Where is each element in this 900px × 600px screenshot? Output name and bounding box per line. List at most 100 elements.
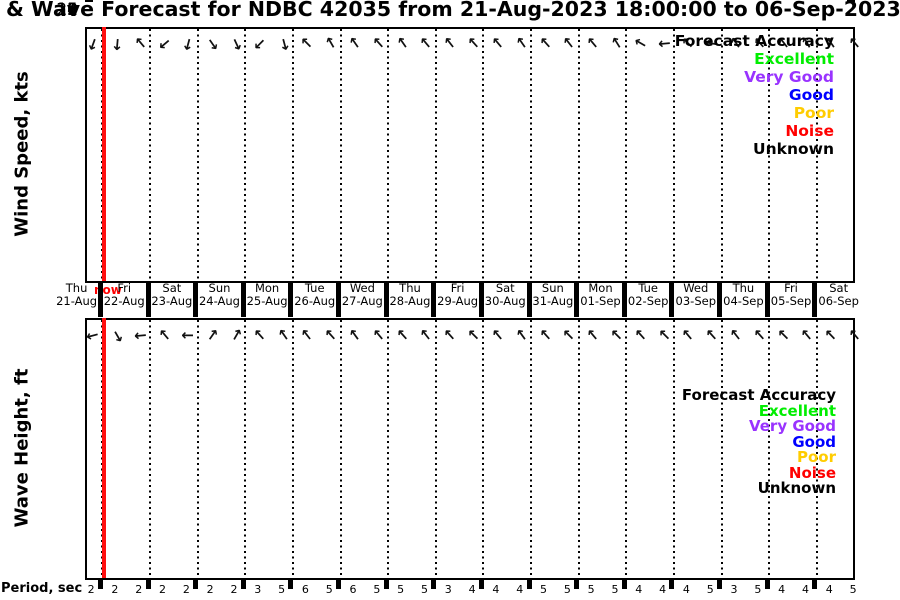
day-label: 04-Sep xyxy=(723,294,764,308)
wave-direction-arrow: ↑ xyxy=(344,324,366,347)
now-line xyxy=(102,318,106,578)
period-value: 5 xyxy=(587,583,595,596)
y-tick-label: 1 xyxy=(67,0,78,20)
period-value: 6 xyxy=(349,583,357,596)
day-gridline xyxy=(768,29,771,281)
day-tick xyxy=(288,578,294,589)
period-value: 4 xyxy=(635,583,643,596)
day-gridline xyxy=(625,320,628,578)
legend-entry: Good xyxy=(792,432,836,451)
day-gridline xyxy=(434,29,437,281)
period-value: 5 xyxy=(754,583,762,596)
y-tick-label: 0 xyxy=(67,0,78,20)
day-tick xyxy=(574,282,580,317)
y-tick-label: 3 xyxy=(67,0,78,20)
period-value: 5 xyxy=(278,583,286,596)
period-value: 4 xyxy=(516,583,524,596)
day-gridline xyxy=(482,320,485,578)
wave-direction-arrow: ↑ xyxy=(653,324,676,346)
wave-direction-arrow: ↑ xyxy=(439,324,461,347)
day-tick xyxy=(240,578,246,589)
day-label: Tue xyxy=(304,281,325,295)
period-value: 5 xyxy=(420,583,428,596)
day-tick xyxy=(383,578,389,589)
day-label: Wed xyxy=(349,281,375,295)
day-gridline xyxy=(672,320,675,578)
wave-direction-arrow: ↑ xyxy=(153,324,176,347)
legend-title: Forecast Accuracy xyxy=(681,386,836,404)
wave-direction-arrow: ↑ xyxy=(844,324,866,347)
period-value: 2 xyxy=(159,583,167,596)
day-label: 29-Aug xyxy=(437,294,479,308)
wind-direction-arrow: ↑ xyxy=(463,32,485,55)
period-value: 2 xyxy=(230,583,238,596)
wave-direction-arrow: ↑ xyxy=(606,324,628,346)
day-gridline xyxy=(244,320,247,578)
wave-direction-arrow: ↑ xyxy=(725,324,747,347)
day-gridline xyxy=(482,29,485,281)
period-value: 5 xyxy=(397,583,405,596)
period-value: 5 xyxy=(563,583,571,596)
day-label: 26-Aug xyxy=(294,294,336,308)
wave-direction-arrow: ↑ xyxy=(296,324,318,347)
period-axis-label: Period, sec xyxy=(1,581,83,596)
wave-direction-arrow: ↑ xyxy=(677,324,699,347)
day-tick xyxy=(478,282,484,317)
day-gridline xyxy=(149,320,152,578)
wave-axis-title: Wave Height, ft xyxy=(11,368,33,528)
period-value: 3 xyxy=(444,583,452,596)
day-gridline xyxy=(434,320,437,578)
day-tick xyxy=(431,578,437,589)
day-tick xyxy=(145,578,151,589)
period-value: 4 xyxy=(492,583,500,596)
chart-title: Wind & Wave Forecast for NDBC 42035 from… xyxy=(0,0,900,21)
day-label: 25-Aug xyxy=(246,294,288,308)
wind-direction-arrow: ↑ xyxy=(844,32,866,55)
day-tick xyxy=(574,578,580,589)
y-tick-label: 15 xyxy=(56,0,78,20)
wind-direction-arrow: ↑ xyxy=(392,32,413,55)
day-tick xyxy=(526,578,532,589)
period-value: 2 xyxy=(87,583,95,596)
wind-direction-arrow: ↑ xyxy=(130,32,152,55)
wind-direction-arrow: ↑ xyxy=(534,32,557,55)
y-tick-label: 4 xyxy=(67,0,78,20)
day-tick xyxy=(812,282,818,317)
wind-direction-arrow: ↑ xyxy=(654,36,674,51)
day-label: Mon xyxy=(254,281,280,295)
day-tick xyxy=(383,282,389,317)
y-tick-label: 10 xyxy=(56,0,78,20)
day-tick xyxy=(288,282,294,317)
day-label: Fri xyxy=(450,281,465,295)
y-tick-label: 20 xyxy=(56,0,78,20)
wave-direction-arrow: ↑ xyxy=(701,324,723,347)
period-value: 4 xyxy=(801,583,809,596)
forecast-accuracy-legend: Forecast Accuracy Excellent Very Good Good P… xyxy=(675,32,834,158)
period-value: 5 xyxy=(849,583,857,596)
day-label: Sun xyxy=(541,281,564,295)
legend-entry: Unknown xyxy=(753,140,834,158)
legend-entry: Noise xyxy=(785,122,834,140)
day-label: Fri xyxy=(117,281,132,295)
wind-direction-arrow: ↑ xyxy=(321,32,342,55)
wind-direction-arrow: ↑ xyxy=(558,32,580,55)
wind-direction-arrow: ↑ xyxy=(248,33,271,55)
wind-direction-arrow: ↑ xyxy=(582,32,604,55)
period-value: 4 xyxy=(778,583,786,596)
wind-direction-arrow: ↑ xyxy=(415,32,438,55)
legend-entry: Unknown xyxy=(757,479,836,497)
period-value: 5 xyxy=(373,583,381,596)
period-value: 3 xyxy=(730,583,738,596)
day-label: 01-Sep xyxy=(580,294,621,308)
legend-entry: Very Good xyxy=(748,417,836,435)
period-value: 6 xyxy=(301,583,309,596)
wind-direction-arrow: ↑ xyxy=(226,33,246,55)
wind-direction-arrow: ↑ xyxy=(344,32,366,55)
wind-direction-arrow: ↑ xyxy=(110,34,125,54)
day-label: 31-Aug xyxy=(532,294,574,308)
period-value: 2 xyxy=(111,583,119,596)
wind-direction-arrow: ↑ xyxy=(439,32,461,55)
day-gridline xyxy=(672,29,675,281)
day-gridline xyxy=(339,29,342,281)
